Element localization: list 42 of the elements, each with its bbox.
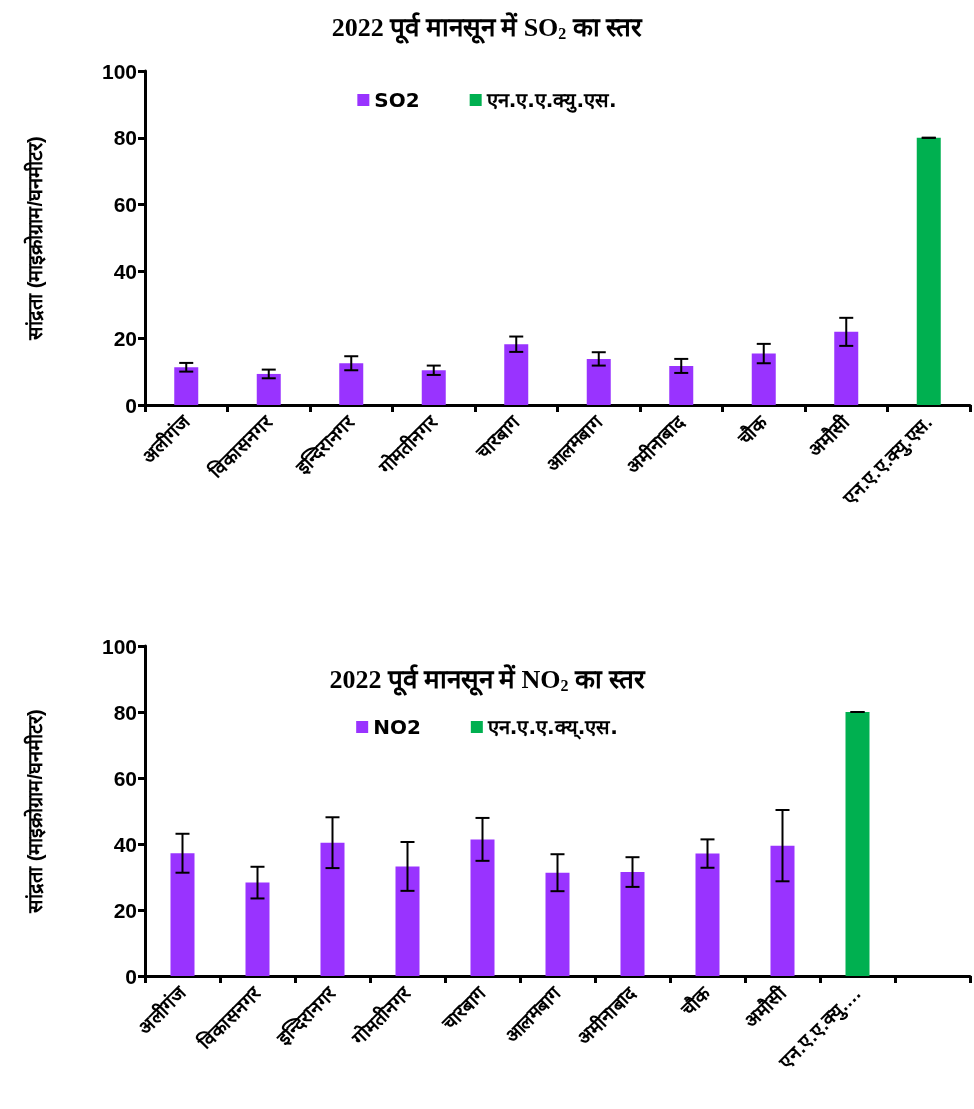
y-tick-label: 40 [113,832,137,856]
bar [669,365,694,405]
bar [170,853,195,976]
bar [586,358,611,405]
y-tick-label: 80 [113,700,137,724]
bar [174,367,199,405]
y-tick-label: 20 [113,898,137,922]
bar [256,373,281,405]
y-tick-label: 60 [113,766,137,790]
bar [504,344,529,405]
bar [845,712,870,976]
bar [545,872,570,976]
bar [770,845,795,976]
text: 2022 पूर्व मानसून में NO2 का स्तर [329,663,646,696]
y-tick-label: 0 [125,964,137,988]
bar [339,363,364,405]
y-tick-label: 80 [113,126,137,150]
bar [421,370,446,405]
legend-label: एन.ए.ए.क्यु.एस. [485,88,617,113]
bar [834,331,859,405]
bar [395,866,420,976]
y-tick-label: 100 [101,59,137,83]
bar [916,137,941,405]
bar [470,839,495,976]
y-tick-label: 100 [101,634,137,658]
bar [751,353,776,405]
y-axis-title: सांद्रता (माइक्रोग्राम/घनमीटर) [23,709,46,914]
y-tick-label: 0 [125,393,137,417]
x-tick-label: चौक [732,410,772,450]
y-axis-title: सांद्रता (माइक्रोग्राम/घनमीटर) [23,136,46,341]
bar [620,872,645,976]
chart-title: 2022 पूर्व मानसून में SO2 का स्तर [331,11,644,44]
legend-label: NO2 [373,715,421,739]
legend-label: SO2 [374,88,420,112]
bar [695,853,720,976]
x-tick-label: चौक [676,981,716,1021]
y-tick-label: 20 [113,326,137,350]
bar [245,882,270,976]
y-tick-label: 60 [113,193,137,217]
bar [320,842,345,976]
y-tick-label: 40 [113,259,137,283]
legend-label: एन.ए.ए.क्य्.एस. [486,715,618,740]
